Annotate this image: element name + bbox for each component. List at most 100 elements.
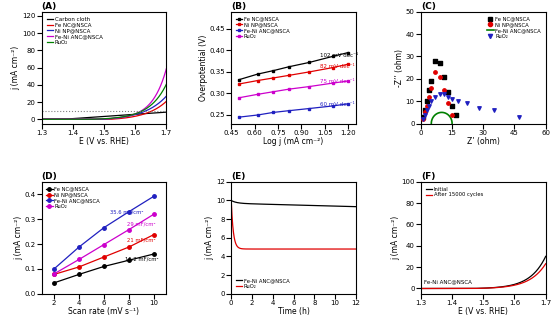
Fe-Ni ANC@NSCA xyxy=(254,113,261,117)
Ni NP@NSCA xyxy=(448,112,456,117)
X-axis label: Scan rate (mV s⁻¹): Scan rate (mV s⁻¹) xyxy=(69,307,140,316)
Fe-Ni ANC@NSCA xyxy=(439,111,446,115)
After 15000 cycles xyxy=(520,281,526,285)
RuO₂ xyxy=(51,272,58,276)
Fe-Ni ANC@NSCA xyxy=(329,104,336,108)
X-axis label: Z’ (ohm): Z’ (ohm) xyxy=(467,137,500,146)
RuO₂ xyxy=(329,81,336,85)
Initial xyxy=(478,286,484,290)
Line: Fe NC@NSCA: Fe NC@NSCA xyxy=(238,51,350,81)
RuO₂ xyxy=(101,243,107,247)
Fe NC@NSCA xyxy=(151,252,157,256)
RuO₂ xyxy=(353,247,360,251)
Ni NP@NSCA xyxy=(419,117,428,122)
After 15000 cycles xyxy=(477,286,484,290)
Fe NC@NSCA xyxy=(51,281,58,285)
Fe NC@NSCA xyxy=(435,60,444,66)
Fe NC@NSCA xyxy=(444,90,453,95)
Ni NP@NSCA xyxy=(439,87,448,93)
Ni NP@NSCA xyxy=(306,70,312,74)
Line: Fe-Ni ANC@NSCA: Fe-Ni ANC@NSCA xyxy=(238,102,350,119)
Text: 102 mV dec⁻¹: 102 mV dec⁻¹ xyxy=(320,53,358,58)
Ni NP@NSCA xyxy=(254,79,261,83)
Ni NP@NSCA xyxy=(427,85,436,90)
After 15000 cycles xyxy=(492,286,499,290)
Text: (D): (D) xyxy=(42,172,57,181)
Line: Ni NP@NSCA: Ni NP@NSCA xyxy=(52,233,156,276)
RuO₂ xyxy=(295,247,302,251)
Fe NC@NSCA xyxy=(419,114,428,120)
Text: 35.6 mF/cm²: 35.6 mF/cm² xyxy=(110,209,143,214)
Fe-Ni ANC@NSCA xyxy=(235,115,242,119)
RuO₂ xyxy=(462,101,471,106)
Fe-Ni ANC@NSCA xyxy=(76,245,83,249)
After 15000 cycles xyxy=(478,286,484,290)
Initial xyxy=(540,260,546,264)
Fe NC@NSCA xyxy=(329,54,336,58)
Y-axis label: j (mA cm⁻²): j (mA cm⁻²) xyxy=(206,216,214,260)
Fe-Ni ANC@NSCA xyxy=(353,205,360,208)
Text: 82 mV dec⁻¹: 82 mV dec⁻¹ xyxy=(320,64,355,69)
Fe-Ni ANC@NSCA xyxy=(306,107,312,111)
RuO₂ xyxy=(448,96,456,102)
Fe NC@NSCA xyxy=(452,112,461,117)
Legend: Fe NC@NSCA, Ni NP@NSCA, Fe-Ni ANC@NSCA, RuO₂: Fe NC@NSCA, Ni NP@NSCA, Fe-Ni ANC@NSCA, … xyxy=(485,14,543,41)
Line: Ni NP@NSCA: Ni NP@NSCA xyxy=(238,63,350,85)
Fe NC@NSCA xyxy=(286,65,293,69)
Ni NP@NSCA xyxy=(101,255,107,259)
RuO₂ xyxy=(350,247,357,251)
Initial xyxy=(520,279,526,283)
RuO₂ xyxy=(345,79,352,83)
Y-axis label: Overpotential (V): Overpotential (V) xyxy=(199,35,208,101)
X-axis label: E (V vs. RHE): E (V vs. RHE) xyxy=(458,307,508,316)
Legend: Fe NC@NSCA, Ni NP@NSCA, Fe-Ni ANC@NSCA, RuO₂: Fe NC@NSCA, Ni NP@NSCA, Fe-Ni ANC@NSCA, … xyxy=(44,185,102,211)
Fe-Ni ANC@NSCA xyxy=(151,194,157,198)
Fe NC@NSCA xyxy=(439,74,448,79)
Fe NC@NSCA xyxy=(420,108,429,113)
Fe-Ni ANC@NSCA xyxy=(288,203,295,207)
RuO₂ xyxy=(427,99,436,104)
Legend: Fe NC@NSCA, Ni NP@NSCA, Fe-Ni ANC@NSCA, RuO₂: Fe NC@NSCA, Ni NP@NSCA, Fe-Ni ANC@NSCA, … xyxy=(234,14,292,41)
Fe NC@NSCA xyxy=(270,69,276,73)
RuO₂ xyxy=(475,105,484,111)
Initial xyxy=(477,286,484,290)
Fe NC@NSCA xyxy=(431,58,440,63)
Fe-Ni ANC@NSCA xyxy=(286,109,293,113)
Fe NC@NSCA xyxy=(101,265,107,269)
Ni NP@NSCA xyxy=(51,273,58,277)
Text: 29 mF/cm²: 29 mF/cm² xyxy=(127,222,156,227)
RuO₂ xyxy=(76,258,83,262)
Y-axis label: j (mA cm⁻²): j (mA cm⁻²) xyxy=(14,216,23,260)
Text: (C): (C) xyxy=(421,2,436,11)
RuO₂ xyxy=(423,108,432,113)
RuO₂ xyxy=(439,92,448,97)
RuO₂ xyxy=(420,112,429,117)
RuO₂ xyxy=(287,247,294,251)
Legend: Initial, After 15000 cycles: Initial, After 15000 cycles xyxy=(424,185,485,200)
RuO₂ xyxy=(431,94,440,99)
Fe NC@NSCA xyxy=(427,78,436,84)
Text: 60 mV dec⁻¹: 60 mV dec⁻¹ xyxy=(320,102,355,107)
RuO₂ xyxy=(419,117,428,122)
Line: RuO₂: RuO₂ xyxy=(238,80,350,99)
Ni NP@NSCA xyxy=(286,73,293,77)
Line: Fe-Ni ANC@NSCA: Fe-Ni ANC@NSCA xyxy=(432,113,452,124)
Fe NC@NSCA xyxy=(345,50,352,54)
Fe-Ni ANC@NSCA xyxy=(101,226,107,230)
Fe-Ni ANC@NSCA xyxy=(345,102,352,106)
RuO₂ xyxy=(330,247,337,251)
Ni NP@NSCA xyxy=(126,245,132,249)
Y-axis label: -Z’’ (ohm): -Z’’ (ohm) xyxy=(395,48,404,87)
RuO₂ xyxy=(305,247,311,251)
Ni NP@NSCA xyxy=(425,94,434,99)
Fe-Ni ANC@NSCA xyxy=(302,203,309,207)
Fe-Ni ANC@NSCA xyxy=(295,203,302,207)
Ni NP@NSCA xyxy=(76,265,83,269)
RuO₂ xyxy=(306,85,312,89)
Ni NP@NSCA xyxy=(431,69,440,75)
Y-axis label: j (mA cm⁻²): j (mA cm⁻²) xyxy=(391,216,400,260)
Text: (E): (E) xyxy=(231,172,245,181)
RuO₂ xyxy=(435,92,444,97)
RuO₂ xyxy=(254,92,261,96)
Legend: Carbon cloth, Fe NC@NSCA, Ni NP@NSCA, Fe-Ni ANC@NSCA, RuO₂: Carbon cloth, Fe NC@NSCA, Ni NP@NSCA, Fe… xyxy=(44,14,105,47)
